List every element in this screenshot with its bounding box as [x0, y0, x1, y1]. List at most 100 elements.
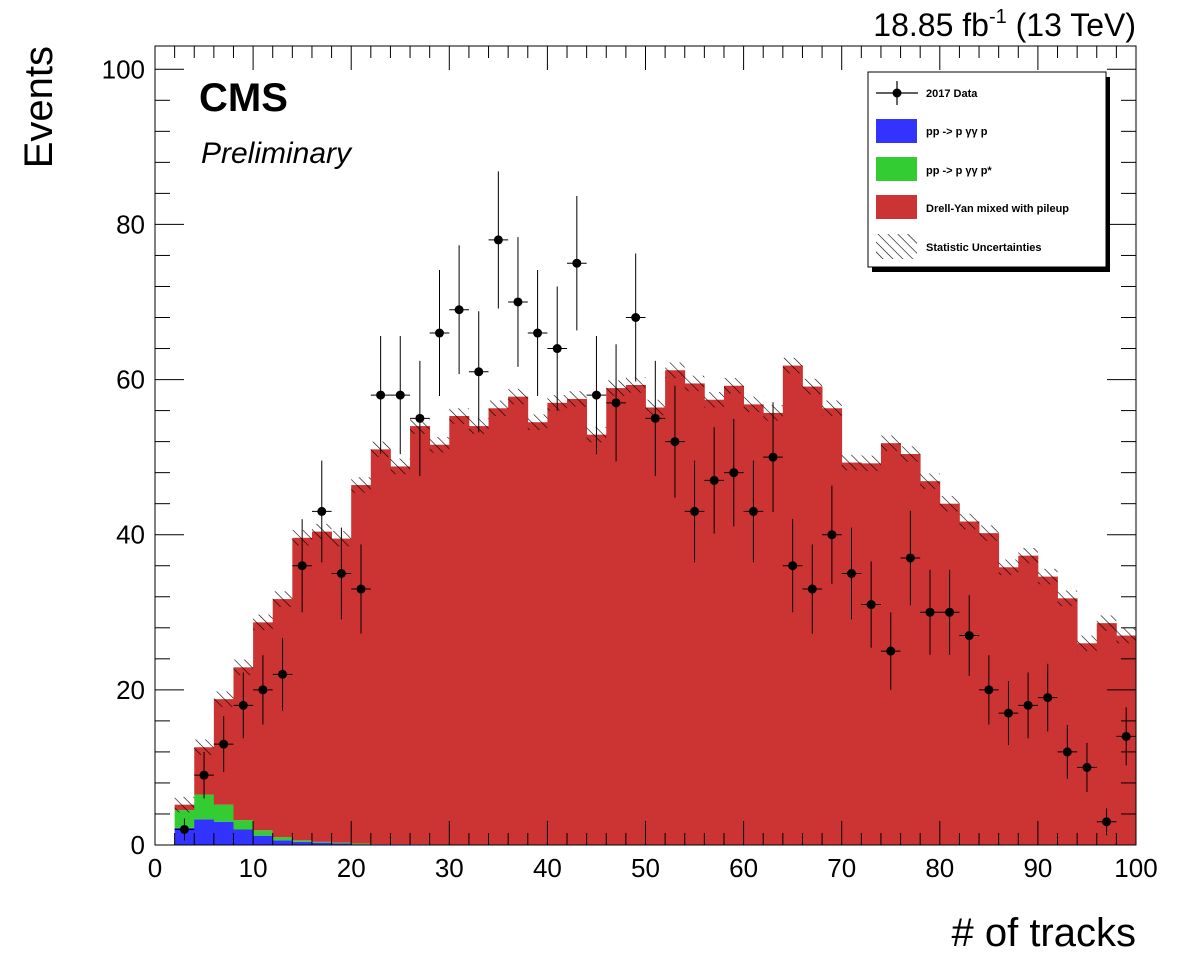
data-point-0 — [174, 818, 195, 841]
lumi-main: 18.85 fb — [873, 7, 989, 43]
uncertainty-band-38 — [920, 473, 940, 489]
data-point-17 — [508, 237, 528, 367]
bar-drell-yan-21 — [586, 434, 607, 845]
data-marker — [336, 568, 346, 578]
preliminary-label: Preliminary — [201, 137, 353, 170]
bar-dissociative-1 — [194, 794, 215, 820]
data-point-23 — [625, 253, 646, 382]
x-tick-label-90: 90 — [1023, 853, 1052, 883]
uncertainty-band-36 — [880, 435, 901, 451]
data-marker — [925, 607, 935, 617]
data-marker — [415, 413, 425, 423]
data-marker — [1003, 708, 1013, 718]
data-marker — [670, 437, 680, 447]
data-marker — [552, 344, 562, 354]
data-point-38 — [920, 569, 940, 655]
uncertainty-band-42 — [998, 559, 1019, 576]
data-point-45 — [1057, 725, 1078, 779]
bar-drell-yan-11 — [390, 466, 411, 845]
data-point-28 — [723, 418, 744, 527]
data-marker — [690, 506, 700, 516]
uncertainty-band-4 — [253, 614, 273, 631]
cms-label: CMS — [199, 76, 288, 120]
bar-drell-yan-10 — [370, 449, 391, 845]
y-axis-title: Events — [17, 46, 61, 168]
data-point-21 — [586, 335, 607, 455]
data-marker — [434, 328, 444, 338]
data-marker — [454, 305, 464, 315]
data-marker — [827, 530, 837, 540]
data-point-24 — [645, 360, 666, 476]
x-tick-label-0: 0 — [148, 853, 162, 883]
data-point-1 — [194, 751, 214, 799]
bar-dissociative-8 — [331, 842, 352, 844]
bar-drell-yan-39 — [939, 503, 960, 845]
data-marker — [1043, 693, 1053, 703]
data-point-22 — [606, 344, 626, 462]
x-tick-label-30: 30 — [435, 853, 464, 883]
data-point-27 — [704, 427, 724, 534]
data-marker — [297, 561, 307, 571]
uncertainty-band-34 — [841, 454, 862, 471]
uncertainty-band-29 — [743, 396, 764, 413]
data-point-46 — [1077, 742, 1097, 792]
data-marker — [1121, 731, 1131, 741]
data-point-32 — [802, 544, 823, 634]
bar-drell-yan-20 — [567, 398, 588, 845]
bar-dissociative-6 — [292, 840, 313, 842]
bar-dissociative-9 — [351, 843, 372, 845]
uncertainty-band-9 — [351, 477, 371, 493]
data-marker — [376, 390, 386, 400]
data-point-3 — [233, 672, 254, 739]
uncertainty-band-16 — [488, 400, 509, 417]
bar-drell-yan-13 — [429, 444, 450, 845]
bar-drell-yan-15 — [468, 426, 489, 845]
uncertainty-band-39 — [939, 495, 960, 512]
bar-dissociative-7 — [311, 841, 332, 843]
data-marker — [984, 685, 994, 695]
data-point-2 — [213, 716, 234, 773]
bar-exclusive-5 — [272, 840, 293, 845]
data-marker — [395, 390, 405, 400]
data-marker — [945, 607, 955, 617]
bar-drell-yan-17 — [508, 396, 529, 845]
data-point-30 — [763, 402, 783, 512]
data-point-35 — [861, 561, 881, 648]
lumi-tail: (13 TeV) — [1007, 7, 1136, 43]
data-marker — [611, 398, 621, 408]
legend-data-marker — [892, 88, 902, 98]
bar-drell-yan-8 — [331, 538, 352, 843]
uncertainty-band-31 — [782, 357, 803, 374]
legend-swatch-exclusive — [876, 119, 917, 143]
bar-exclusive-2 — [213, 821, 234, 845]
data-point-29 — [743, 460, 764, 563]
y-tick-label-60: 60 — [116, 365, 145, 395]
uncertainty-band-45 — [1057, 590, 1078, 607]
uncertainty-band-23 — [625, 377, 646, 393]
y-tick-label-80: 80 — [116, 209, 145, 239]
bar-exclusive-6 — [292, 841, 313, 845]
bar-drell-yan-22 — [606, 388, 627, 845]
data-marker — [533, 328, 543, 338]
bar-drell-yan-47 — [1096, 623, 1117, 845]
legend-label-drell-yan: Drell-Yan mixed with pileup — [926, 203, 1069, 215]
data-point-47 — [1096, 808, 1117, 836]
data-marker — [317, 506, 327, 516]
data-marker — [729, 468, 739, 478]
uncertainty-band-18 — [527, 414, 548, 430]
data-marker — [493, 235, 503, 245]
y-tick-labels: 0 20 40 60 80 100 — [102, 54, 145, 860]
uncertainty-band-13 — [429, 436, 450, 453]
data-point-42 — [998, 681, 1019, 746]
y-tick-label-0: 0 — [131, 830, 145, 860]
data-marker — [631, 313, 641, 323]
data-marker — [768, 452, 778, 462]
bar-dissociative-5 — [272, 837, 293, 841]
x-tick-label-100: 100 — [1114, 853, 1157, 883]
data-marker — [591, 390, 601, 400]
data-point-18 — [527, 269, 548, 397]
uncertainty-band-35 — [861, 455, 881, 472]
data-point-26 — [684, 460, 705, 563]
